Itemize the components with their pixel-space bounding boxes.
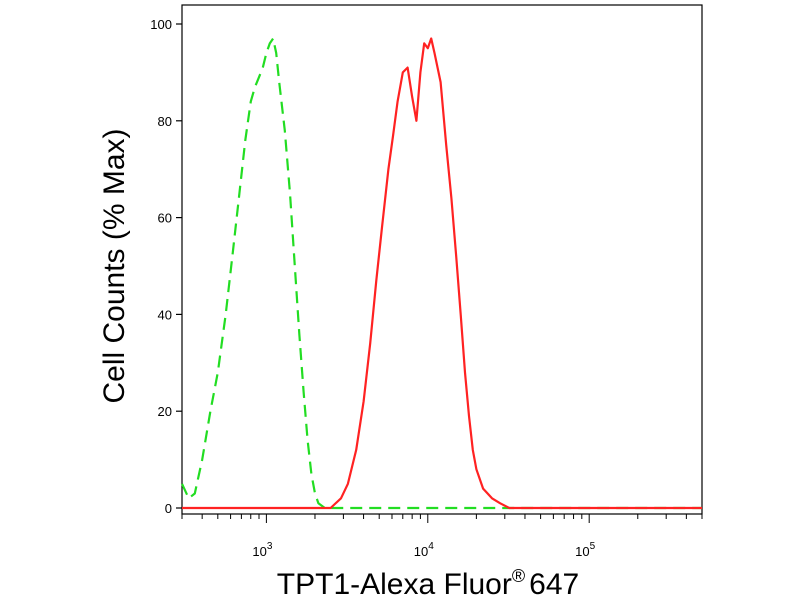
x-tick-label-base: 10 [414, 544, 428, 559]
x-tick-label: 103 [252, 541, 272, 559]
y-tick-label: 80 [158, 114, 172, 129]
y-tick-label: 60 [158, 211, 172, 226]
x-axis-title: TPT1-Alexa Fluor® 647 [277, 566, 579, 600]
y-axis-title: Cell Counts (% Max) [98, 128, 131, 403]
plot-frame [181, 4, 703, 515]
series-line-1 [181, 37, 702, 510]
x-axis-title-suffix: 647 [529, 568, 579, 600]
y-tick-label: 100 [150, 17, 172, 32]
registered-mark: ® [512, 566, 525, 586]
y-tick-label: 0 [165, 501, 172, 516]
y-tick-label: 40 [158, 307, 172, 322]
x-tick-label-exponent: 4 [428, 541, 434, 552]
x-tick-label-exponent: 5 [590, 541, 596, 552]
x-axis-ticks: 103 104 105 [181, 514, 703, 559]
y-tick-label: 20 [158, 404, 172, 419]
x-tick-label: 104 [414, 541, 434, 559]
x-tick-label: 105 [575, 541, 595, 559]
series-layer [181, 37, 702, 510]
plot-border [181, 4, 703, 515]
y-axis-ticks: 0 20 40 60 80 100 [150, 17, 182, 516]
series-line-2 [182, 37, 702, 510]
x-tick-label-base: 10 [252, 544, 266, 559]
x-axis-title-main: TPT1-Alexa Fluor [277, 568, 512, 600]
x-tick-label-exponent: 3 [267, 541, 273, 552]
x-tick-label-base: 10 [575, 544, 589, 559]
